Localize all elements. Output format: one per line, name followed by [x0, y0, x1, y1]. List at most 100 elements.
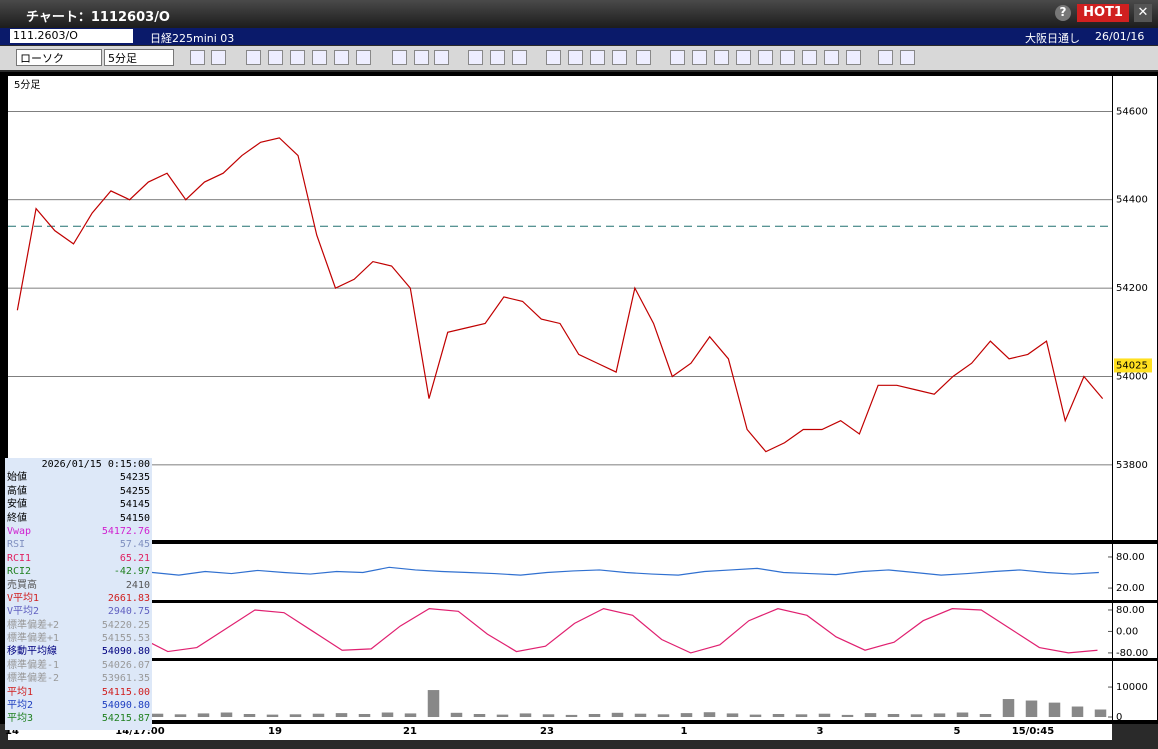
y-tick-label: 54000 [1116, 371, 1148, 382]
code-input[interactable]: 111.2603/O [10, 29, 133, 43]
info-label: 平均3 [7, 713, 34, 725]
tool-icon[interactable] [692, 50, 707, 65]
info-row: 標準偏差+1 54155.53 [5, 632, 152, 645]
y-tick-label: -80.00 [1116, 648, 1148, 659]
panel [8, 76, 1112, 540]
series-line [22, 608, 1098, 654]
time-label: 23 [540, 726, 554, 737]
info-label: 標準偏差-2 [7, 673, 60, 685]
volume-bar [266, 714, 279, 718]
tool-icon[interactable] [878, 50, 893, 65]
info-value: 2410 [125, 579, 150, 591]
volume-bar [358, 714, 371, 718]
last-price-box [1114, 358, 1152, 373]
tool-icon[interactable] [268, 50, 283, 65]
info-value: 2661.83 [107, 592, 150, 604]
info-row: 売買高 2410 [5, 579, 152, 592]
series-line [16, 137, 1104, 453]
info-value: 57.45 [119, 539, 150, 551]
volume-bar [910, 714, 923, 718]
volume-bar [473, 714, 486, 718]
tool-icon[interactable] [612, 50, 627, 65]
info-row: 標準偏差+2 54220.25 [5, 619, 152, 632]
tool-icon[interactable] [670, 50, 685, 65]
tool-icon[interactable] [846, 50, 861, 65]
volume-bar [174, 714, 187, 718]
volume-bar [220, 712, 233, 718]
info-value: 2940.75 [107, 606, 150, 618]
volume-bar [289, 714, 302, 718]
volume-bar [1025, 700, 1038, 718]
tool-icon[interactable] [356, 50, 371, 65]
tool-icon[interactable] [590, 50, 605, 65]
volume-bar [1071, 706, 1084, 718]
tool-icon[interactable] [636, 50, 651, 65]
chart-type-select[interactable]: ローソク [16, 49, 102, 66]
tool-icon[interactable] [211, 50, 226, 65]
instrument-name: 日経225mini 03 [150, 32, 235, 45]
info-label: RCI2 [7, 566, 32, 578]
tool-icon[interactable] [900, 50, 915, 65]
tool-icon[interactable] [512, 50, 527, 65]
info-value: 65.21 [119, 552, 150, 564]
help-button[interactable]: ? [1055, 5, 1071, 21]
info-row: RSI 57.45 [5, 538, 152, 551]
volume-bar [841, 714, 854, 718]
info-label: 高値 [7, 485, 27, 497]
tool-icon[interactable] [780, 50, 795, 65]
axis-panel [1113, 544, 1157, 600]
info-value: 54220.25 [101, 619, 150, 631]
volume-bar [726, 713, 739, 718]
volume-bar [427, 690, 440, 718]
interval-select[interactable]: 5分足 [104, 49, 174, 66]
info-row: RCI2 -42.97 [5, 565, 152, 578]
time-label: 5 [954, 726, 961, 737]
tool-icon[interactable] [434, 50, 449, 65]
axis-panel [1113, 603, 1157, 658]
info-value: 54026.07 [101, 659, 150, 671]
close-button[interactable]: ✕ [1134, 4, 1152, 22]
volume-bar [542, 714, 555, 718]
info-label: 平均2 [7, 700, 34, 712]
tool-icon[interactable] [190, 50, 205, 65]
tool-icon[interactable] [802, 50, 817, 65]
volume-bar [197, 713, 210, 718]
tool-icon[interactable] [312, 50, 327, 65]
time-axis-bg [8, 724, 1112, 740]
y-tick-label: 80.00 [1116, 552, 1145, 563]
info-label: 売買高 [7, 579, 37, 591]
info-label: 始値 [7, 472, 27, 484]
volume-bar [634, 713, 647, 718]
last-price-label: 54025 [1116, 360, 1148, 371]
tool-icon[interactable] [490, 50, 505, 65]
tool-icon[interactable] [546, 50, 561, 65]
tool-icon[interactable] [392, 50, 407, 65]
volume-bar [749, 714, 762, 718]
tool-icon[interactable] [568, 50, 583, 65]
tool-icon[interactable] [714, 50, 729, 65]
info-label: V平均2 [7, 606, 40, 618]
info-label: Vwap [7, 525, 32, 537]
info-value: 54172.76 [101, 525, 150, 537]
volume-bar [657, 714, 670, 718]
panel [8, 661, 1112, 720]
tool-icon[interactable] [290, 50, 305, 65]
volume-bar [933, 713, 946, 718]
tool-icon[interactable] [736, 50, 751, 65]
tool-icon[interactable] [334, 50, 349, 65]
tool-icon[interactable] [824, 50, 839, 65]
window-title: チャート：1112603/O [26, 10, 170, 25]
tool-icon[interactable] [414, 50, 429, 65]
tool-icon[interactable] [246, 50, 261, 65]
hot-button[interactable]: HOT1 [1077, 4, 1129, 22]
info-label: RSI [7, 539, 26, 551]
info-value: 54145 [119, 499, 150, 511]
info-label: 平均1 [7, 686, 34, 698]
time-label: 19 [268, 726, 282, 737]
volume-bar [151, 713, 164, 718]
interval-label: 5分足 [14, 79, 40, 91]
tool-icon[interactable] [758, 50, 773, 65]
tool-icon[interactable] [468, 50, 483, 65]
title-bar: チャート：1112603/O ? HOT1 ✕ [0, 0, 1158, 28]
info-datetime: 2026/01/15 0:15:00 [41, 459, 150, 470]
